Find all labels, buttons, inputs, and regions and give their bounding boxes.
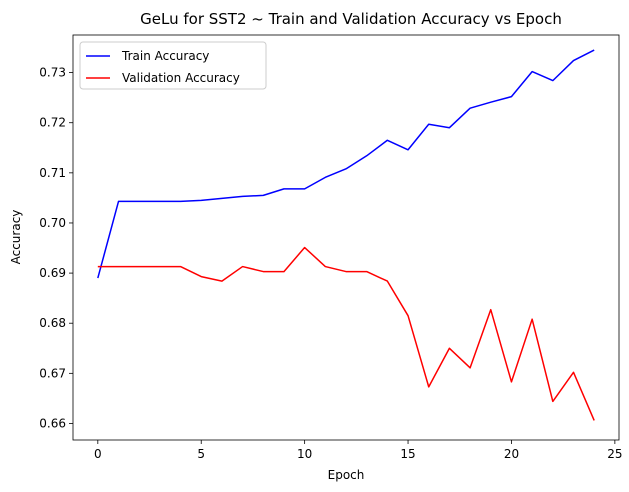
x-tick-label: 25: [607, 447, 622, 461]
series-line-2: [97, 246, 595, 421]
y-tick-label: 0.67: [39, 366, 66, 380]
y-tick-label: 0.66: [39, 416, 66, 430]
x-tick-label: 5: [197, 447, 205, 461]
y-tick-label: 0.69: [39, 266, 66, 280]
x-tick-label: 15: [400, 447, 415, 461]
legend-entry-label: Train Accuracy: [121, 49, 209, 63]
y-tick-label: 0.68: [39, 316, 66, 330]
x-axis: 0 5 10 15 20 25: [94, 440, 623, 461]
series-line-1: [97, 49, 595, 279]
y-tick-label: 0.73: [39, 66, 66, 80]
plot-area: [72, 34, 620, 441]
chart-title: GeLu for SST2 ~ Train and Validation Acc…: [140, 10, 562, 28]
x-tick-label: 10: [297, 447, 312, 461]
y-axis: 0.66 0.67 0.68 0.69 0.70 0.71 0.72 0.73: [39, 66, 73, 430]
legend-entry-label: Validation Accuracy: [122, 71, 240, 85]
y-tick-label: 0.71: [39, 166, 66, 180]
x-tick-label: 0: [94, 447, 102, 461]
x-tick-label: 20: [504, 447, 519, 461]
legend: Train Accuracy Validation Accuracy: [79, 41, 267, 90]
y-tick-label: 0.72: [39, 116, 66, 130]
x-axis-label: Epoch: [328, 468, 365, 482]
y-axis-label: Accuracy: [9, 210, 23, 265]
y-tick-label: 0.70: [39, 216, 66, 230]
legend-box: [79, 41, 267, 90]
plot-frame: [72, 34, 620, 441]
series-lines: [97, 49, 595, 421]
